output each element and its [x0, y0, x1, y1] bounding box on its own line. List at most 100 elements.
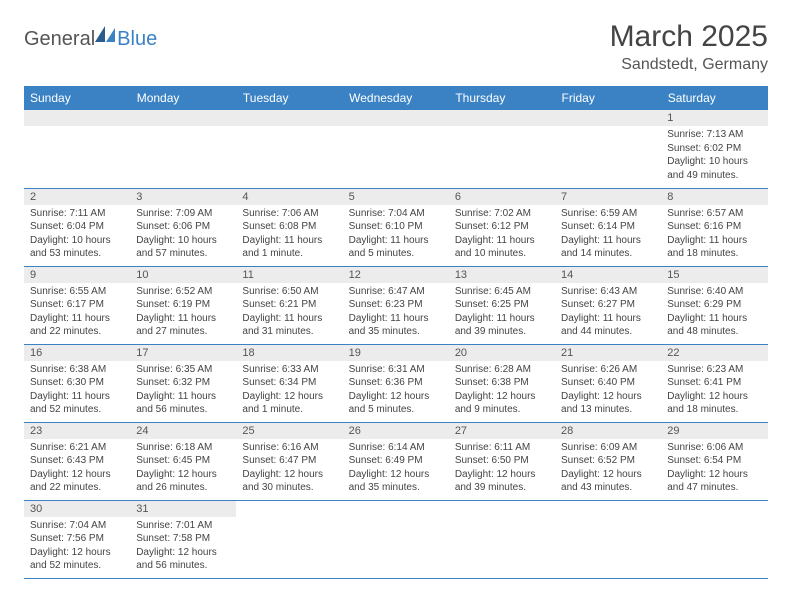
sunset-line: Sunset: 6:08 PM [242, 220, 336, 234]
empty-daynum [24, 110, 130, 126]
day-number: 23 [24, 423, 130, 439]
calendar-week-row: 2Sunrise: 7:11 AMSunset: 6:04 PMDaylight… [24, 188, 768, 266]
sunset-line: Sunset: 6:14 PM [561, 220, 655, 234]
calendar-day-cell [449, 500, 555, 578]
daylight-line-2: and 35 minutes. [349, 325, 443, 339]
month-title: March 2025 [610, 20, 768, 54]
calendar-day-cell: 26Sunrise: 6:14 AMSunset: 6:49 PMDayligh… [343, 422, 449, 500]
empty-daynum [449, 110, 555, 126]
empty-daynum [130, 110, 236, 126]
daylight-line-1: Daylight: 12 hours [349, 468, 443, 482]
calendar-day-cell: 21Sunrise: 6:26 AMSunset: 6:40 PMDayligh… [555, 344, 661, 422]
day-number: 10 [130, 267, 236, 283]
sunrise-line: Sunrise: 6:43 AM [561, 285, 655, 299]
daylight-line-1: Daylight: 11 hours [667, 234, 761, 248]
day-number: 3 [130, 189, 236, 205]
calendar-day-cell [555, 500, 661, 578]
daylight-line-1: Daylight: 12 hours [30, 546, 124, 560]
day-content: Sunrise: 6:23 AMSunset: 6:41 PMDaylight:… [661, 361, 767, 421]
sunset-line: Sunset: 6:43 PM [30, 454, 124, 468]
sunset-line: Sunset: 6:19 PM [136, 298, 230, 312]
daylight-line-1: Daylight: 11 hours [136, 312, 230, 326]
daylight-line-2: and 43 minutes. [561, 481, 655, 495]
page-header: General Blue March 2025 Sandstedt, Germa… [24, 20, 768, 74]
day-content: Sunrise: 7:09 AMSunset: 6:06 PMDaylight:… [130, 205, 236, 265]
day-content: Sunrise: 6:06 AMSunset: 6:54 PMDaylight:… [661, 439, 767, 499]
daylight-line-2: and 56 minutes. [136, 559, 230, 573]
sunrise-line: Sunrise: 6:35 AM [136, 363, 230, 377]
calendar-day-cell: 20Sunrise: 6:28 AMSunset: 6:38 PMDayligh… [449, 344, 555, 422]
calendar-week-row: 23Sunrise: 6:21 AMSunset: 6:43 PMDayligh… [24, 422, 768, 500]
daylight-line-1: Daylight: 10 hours [136, 234, 230, 248]
col-wednesday: Wednesday [343, 86, 449, 110]
calendar-day-cell: 13Sunrise: 6:45 AMSunset: 6:25 PMDayligh… [449, 266, 555, 344]
sunrise-line: Sunrise: 7:13 AM [667, 128, 761, 142]
daylight-line-1: Daylight: 11 hours [561, 234, 655, 248]
sunrise-line: Sunrise: 6:59 AM [561, 207, 655, 221]
empty-daynum [343, 110, 449, 126]
daylight-line-2: and 30 minutes. [242, 481, 336, 495]
daylight-line-1: Daylight: 12 hours [561, 468, 655, 482]
sunrise-line: Sunrise: 6:57 AM [667, 207, 761, 221]
sunset-line: Sunset: 6:32 PM [136, 376, 230, 390]
sunrise-line: Sunrise: 7:06 AM [242, 207, 336, 221]
calendar-day-cell: 31Sunrise: 7:01 AMSunset: 7:58 PMDayligh… [130, 500, 236, 578]
day-number: 20 [449, 345, 555, 361]
col-monday: Monday [130, 86, 236, 110]
daylight-line-2: and 39 minutes. [455, 325, 549, 339]
sunrise-line: Sunrise: 6:50 AM [242, 285, 336, 299]
calendar-week-row: 9Sunrise: 6:55 AMSunset: 6:17 PMDaylight… [24, 266, 768, 344]
daylight-line-1: Daylight: 11 hours [561, 312, 655, 326]
calendar-day-cell [449, 110, 555, 188]
sunrise-line: Sunrise: 6:06 AM [667, 441, 761, 455]
day-content: Sunrise: 6:43 AMSunset: 6:27 PMDaylight:… [555, 283, 661, 343]
sunset-line: Sunset: 6:27 PM [561, 298, 655, 312]
day-number: 8 [661, 189, 767, 205]
day-number: 15 [661, 267, 767, 283]
logo-text-general: General [24, 28, 95, 51]
sunset-line: Sunset: 6:10 PM [349, 220, 443, 234]
day-number: 11 [236, 267, 342, 283]
daylight-line-1: Daylight: 11 hours [455, 312, 549, 326]
daylight-line-2: and 13 minutes. [561, 403, 655, 417]
day-content: Sunrise: 6:40 AMSunset: 6:29 PMDaylight:… [661, 283, 767, 343]
calendar-page: General Blue March 2025 Sandstedt, Germa… [0, 0, 792, 599]
daylight-line-2: and 22 minutes. [30, 325, 124, 339]
daylight-line-1: Daylight: 12 hours [242, 468, 336, 482]
col-friday: Friday [555, 86, 661, 110]
day-number: 16 [24, 345, 130, 361]
day-content: Sunrise: 7:04 AMSunset: 7:56 PMDaylight:… [24, 517, 130, 577]
sunrise-line: Sunrise: 7:09 AM [136, 207, 230, 221]
sunrise-line: Sunrise: 6:14 AM [349, 441, 443, 455]
calendar-day-cell: 10 Sunrise: 6:52 AMSunset: 6:19 PMDayligh… [130, 266, 236, 344]
daylight-line-1: Daylight: 11 hours [30, 390, 124, 404]
sunrise-line: Sunrise: 6:18 AM [136, 441, 230, 455]
calendar-day-cell [24, 110, 130, 188]
daylight-line-2: and 5 minutes. [349, 247, 443, 261]
daylight-line-2: and 9 minutes. [455, 403, 549, 417]
calendar-day-cell: 22Sunrise: 6:23 AMSunset: 6:41 PMDayligh… [661, 344, 767, 422]
calendar-day-cell: 27Sunrise: 6:11 AMSunset: 6:50 PMDayligh… [449, 422, 555, 500]
sunrise-line: Sunrise: 6:52 AM [136, 285, 230, 299]
col-saturday: Saturday [661, 86, 767, 110]
day-content: Sunrise: 7:11 AMSunset: 6:04 PMDaylight:… [24, 205, 130, 265]
calendar-day-cell: 29Sunrise: 6:06 AMSunset: 6:54 PMDayligh… [661, 422, 767, 500]
day-number: 27 [449, 423, 555, 439]
day-content: Sunrise: 6:38 AMSunset: 6:30 PMDaylight:… [24, 361, 130, 421]
day-content: Sunrise: 7:06 AMSunset: 6:08 PMDaylight:… [236, 205, 342, 265]
calendar-day-cell: 15Sunrise: 6:40 AMSunset: 6:29 PMDayligh… [661, 266, 767, 344]
calendar-day-cell: 19Sunrise: 6:31 AMSunset: 6:36 PMDayligh… [343, 344, 449, 422]
sunrise-line: Sunrise: 6:47 AM [349, 285, 443, 299]
day-content: Sunrise: 6:50 AMSunset: 6:21 PMDaylight:… [236, 283, 342, 343]
daylight-line-1: Daylight: 12 hours [349, 390, 443, 404]
day-content: Sunrise: 6:18 AMSunset: 6:45 PMDaylight:… [130, 439, 236, 499]
title-block: March 2025 Sandstedt, Germany [610, 20, 768, 74]
sunset-line: Sunset: 6:40 PM [561, 376, 655, 390]
daylight-line-2: and 14 minutes. [561, 247, 655, 261]
day-number: 22 [661, 345, 767, 361]
sunrise-line: Sunrise: 7:04 AM [30, 519, 124, 533]
day-number: 17 [130, 345, 236, 361]
day-number: 21 [555, 345, 661, 361]
calendar-week-row: 16Sunrise: 6:38 AMSunset: 6:30 PMDayligh… [24, 344, 768, 422]
daylight-line-2: and 10 minutes. [455, 247, 549, 261]
